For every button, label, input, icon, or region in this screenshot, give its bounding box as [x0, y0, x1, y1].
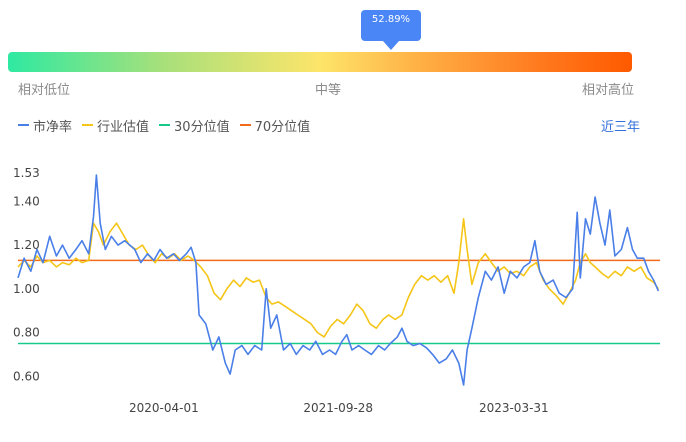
- chart-legend: 市净率 行业估值 30分位值 70分位值: [18, 115, 320, 135]
- series-line: [17, 218, 660, 338]
- legend-item-pb[interactable]: 市净率: [18, 116, 72, 135]
- legend-item-p30[interactable]: 30分位值: [159, 116, 230, 135]
- legend-item-p70[interactable]: 70分位值: [239, 116, 311, 135]
- legend-label-p70: 70分位值: [254, 119, 311, 135]
- range-selector-3y[interactable]: 近三年: [600, 120, 640, 135]
- x-tick-label: 2021-09-28: [303, 401, 373, 415]
- legend-label-pb: 市净率: [33, 119, 73, 135]
- percentile-gauge-bar: [8, 52, 632, 72]
- x-tick-label: 2023-03-31: [479, 401, 549, 415]
- legend-swatch-industry: [82, 124, 94, 126]
- chart-series: [17, 174, 660, 386]
- gauge-label-mid: 中等: [315, 83, 342, 98]
- percentile-bubble: 52.89%: [361, 10, 421, 41]
- pb-valuation-chart: 1.53 1.40 1.20 1.00 0.80 0.60 2020-04-01 2021-…: [13, 166, 660, 415]
- percentile-lines: [18, 259, 660, 345]
- percentile-marker: 52.89%: [361, 10, 421, 50]
- series-line: [17, 174, 660, 386]
- legend-label-p30: 30分位值: [174, 119, 230, 135]
- legend-swatch-pb: [18, 124, 29, 126]
- legend-item-industry[interactable]: 行业估值: [82, 116, 149, 135]
- y-tick-label: 1.40: [13, 194, 40, 208]
- legend-swatch-p30: [159, 124, 171, 126]
- gauge-label-high: 相对高位: [582, 83, 635, 98]
- y-axis-ticks: 1.53 1.40 1.20 1.00 0.80 0.60: [13, 166, 40, 383]
- y-tick-label: 0.80: [13, 326, 40, 340]
- x-axis-ticks: 2020-04-01 2021-09-28 2023-03-31: [129, 401, 549, 415]
- y-tick-label: 1.53: [13, 166, 40, 180]
- gauge-label-low: 相对低位: [18, 83, 71, 98]
- y-tick-label: 1.00: [13, 282, 40, 296]
- x-tick-label: 2020-04-01: [129, 401, 199, 415]
- percentile-pointer: [383, 41, 399, 50]
- legend-label-industry: 行业估值: [97, 119, 150, 135]
- y-tick-label: 0.60: [13, 369, 40, 383]
- y-tick-label: 1.20: [13, 238, 40, 252]
- legend-swatch-p70: [239, 124, 251, 126]
